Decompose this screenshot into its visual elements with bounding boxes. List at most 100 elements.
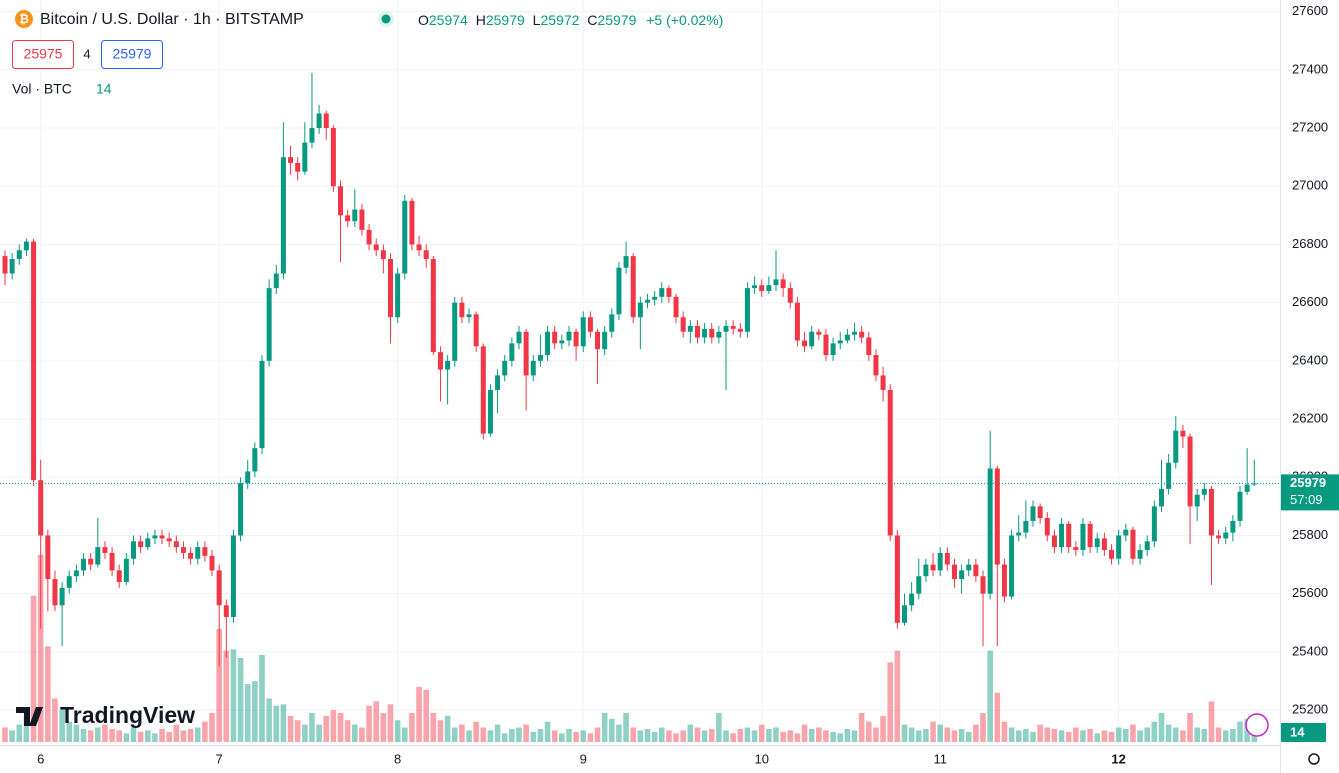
- candle-body: [630, 256, 636, 318]
- candle-body: [130, 541, 136, 559]
- ohlc-key: H: [476, 12, 486, 28]
- candle-body: [545, 331, 551, 356]
- volume-bar: [1015, 730, 1022, 742]
- candle-body: [59, 587, 65, 606]
- candle-body: [1073, 547, 1079, 551]
- volume-bar: [352, 724, 358, 742]
- volume-bar: [180, 730, 187, 742]
- volume-bar: [1001, 721, 1008, 742]
- candle-body: [2, 256, 8, 274]
- candle-body: [1080, 523, 1086, 551]
- spread: 4: [83, 46, 90, 61]
- candle-body: [866, 337, 872, 356]
- candle-body: [1030, 506, 1036, 521]
- volume-bar: [16, 724, 23, 742]
- candle-body: [473, 314, 479, 347]
- coin-icon: [15, 10, 33, 28]
- candle-body: [1230, 520, 1236, 533]
- volume-bar: [559, 733, 565, 742]
- volume-bar: [1165, 724, 1172, 742]
- candle-body: [680, 317, 686, 332]
- volume-bar: [908, 727, 915, 742]
- bid-price: 25975: [24, 46, 63, 62]
- volume-bar: [980, 713, 986, 742]
- volume-bar: [209, 713, 215, 742]
- volume-bar: [59, 710, 65, 742]
- candle-body: [1059, 523, 1065, 548]
- volume-bar: [951, 730, 958, 742]
- volume-bar: [216, 628, 222, 742]
- candle-body: [23, 241, 29, 251]
- candle-body: [288, 157, 294, 163]
- candle-body: [702, 328, 708, 338]
- candle-body: [1001, 564, 1007, 597]
- logo-mark: [16, 707, 43, 726]
- candle-body: [38, 480, 44, 536]
- settings-icon: [1308, 753, 1320, 765]
- volume-bar: [501, 733, 508, 742]
- ohlc-legend: O25974 H25979 L25972 C25979 +5 (+0.02%): [418, 12, 723, 28]
- candle-body: [787, 288, 793, 303]
- candle-body: [837, 340, 843, 344]
- y-tick-label: 26800: [1292, 236, 1328, 251]
- volume-bar: [480, 727, 487, 742]
- candle-body: [737, 328, 743, 332]
- volume-bar: [930, 721, 936, 742]
- volume-bar: [95, 727, 101, 742]
- volume-bar: [30, 595, 37, 742]
- candle-body: [901, 605, 907, 623]
- volume-bar: [901, 724, 908, 742]
- volume-bar: [744, 727, 751, 742]
- ask-box[interactable]: [101, 40, 163, 69]
- volume-bar: [80, 728, 87, 742]
- candle-body: [666, 288, 672, 297]
- candle-body: [430, 259, 436, 353]
- ohlc-value: 25972: [540, 12, 579, 28]
- candle-body: [1251, 483, 1257, 485]
- volume-bar: [166, 731, 172, 742]
- volume-bar: [23, 715, 30, 742]
- volume-bar: [202, 721, 208, 742]
- candle-body: [366, 229, 372, 245]
- volume-bar: [708, 728, 715, 742]
- volume-bar: [1172, 727, 1179, 742]
- volume-bar: [409, 713, 415, 742]
- volume-bar: [601, 713, 608, 742]
- volume-pane: [2, 555, 1258, 742]
- x-tick-label: 11: [933, 751, 947, 766]
- volume-bar: [780, 731, 786, 742]
- volume-bar: [737, 728, 744, 742]
- candle-body: [409, 200, 415, 245]
- volume-bar: [316, 724, 322, 742]
- candle-body: [338, 186, 344, 216]
- volume-bar: [880, 715, 886, 742]
- alert-icon: [1245, 713, 1269, 737]
- volume-bar: [673, 733, 679, 742]
- volume-bar: [965, 731, 972, 742]
- bid-box[interactable]: [12, 40, 74, 69]
- volume-bar: [437, 720, 444, 742]
- volume-bar: [687, 724, 694, 742]
- volume-bar: [516, 727, 522, 742]
- candle-body: [1016, 532, 1022, 536]
- candle-body: [659, 288, 665, 297]
- volume-bar: [473, 721, 479, 742]
- candle-body: [345, 215, 351, 222]
- candle-body: [687, 325, 693, 332]
- candle-body: [887, 389, 893, 536]
- candle-body: [95, 547, 101, 565]
- volume-bar: [730, 733, 736, 742]
- candle-body: [252, 448, 258, 472]
- volume-bar: [266, 698, 272, 742]
- candle-body: [45, 535, 51, 580]
- candle-body: [794, 302, 800, 341]
- candle-body: [930, 564, 936, 571]
- y-tick-label: 25600: [1292, 585, 1328, 600]
- x-tick-label: 10: [754, 751, 768, 766]
- candle-body: [766, 285, 772, 292]
- volume-bar: [1101, 730, 1108, 742]
- last-price: 25979: [1290, 475, 1326, 490]
- volume-bar: [1094, 733, 1101, 742]
- candle-body: [152, 535, 158, 539]
- candle-body: [9, 259, 15, 274]
